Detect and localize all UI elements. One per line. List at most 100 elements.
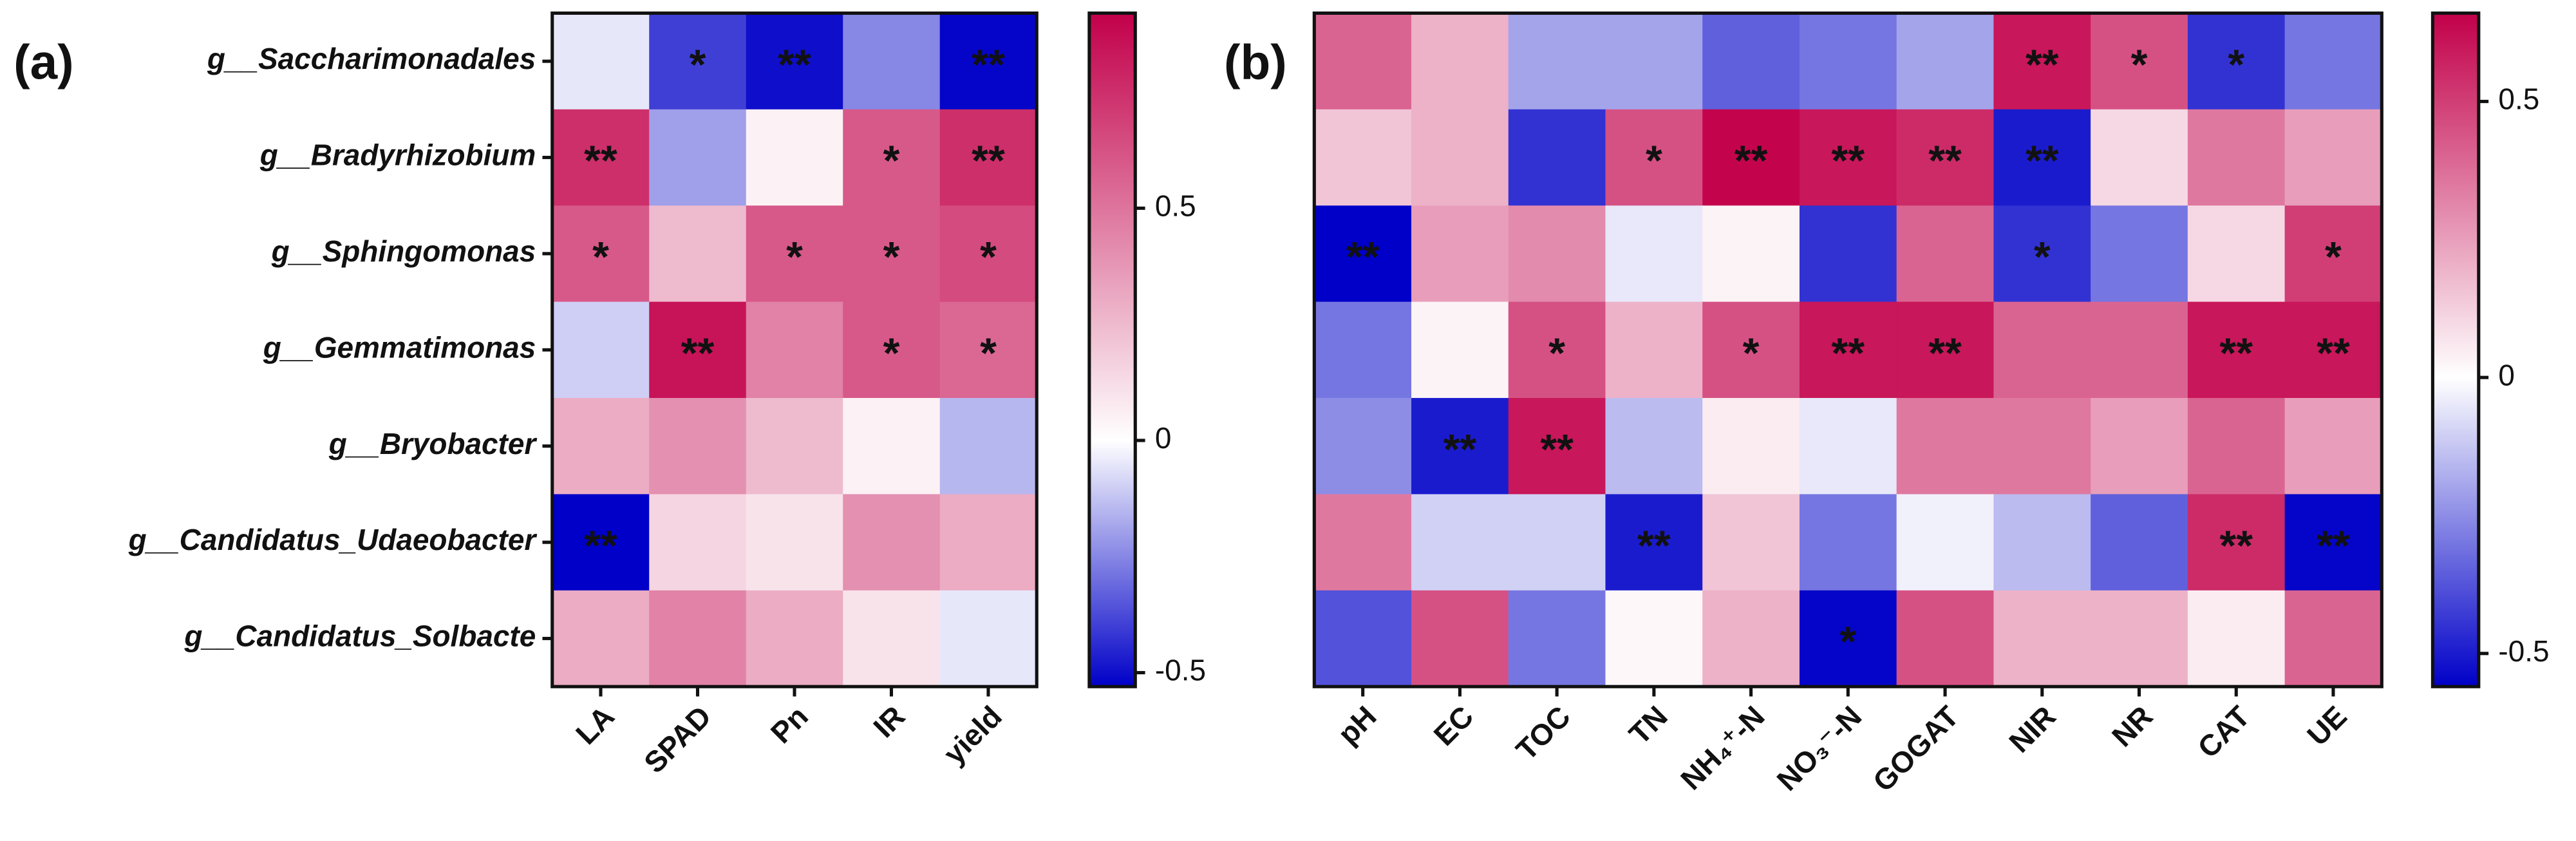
heatmap-cell bbox=[1702, 590, 1801, 688]
heatmap-cell bbox=[1605, 494, 1704, 592]
heatmap-cell bbox=[1508, 205, 1606, 303]
significance-label: ** bbox=[1443, 426, 1477, 473]
heatmap-cell bbox=[2187, 398, 2286, 495]
significance-label: ** bbox=[778, 41, 811, 89]
heatmap-cell bbox=[2187, 205, 2286, 303]
column-label: TOC bbox=[1509, 699, 1577, 767]
heatmap-cell bbox=[2091, 109, 2189, 207]
heatmap-cell bbox=[1314, 398, 1413, 495]
heatmap-cell bbox=[1411, 590, 1510, 688]
significance-label: * bbox=[883, 330, 900, 377]
row-label: g__Gemmatimonas bbox=[263, 330, 536, 364]
heatmap-cell bbox=[939, 590, 1038, 688]
heatmap-cell bbox=[843, 590, 941, 688]
heatmap-cell bbox=[1605, 205, 1704, 303]
heatmap-cell bbox=[2284, 398, 2383, 495]
heatmap-cell bbox=[552, 398, 650, 495]
heatmap-cell bbox=[649, 301, 747, 399]
heatmap-cell bbox=[649, 205, 747, 303]
row-label: g__Bryobacter bbox=[328, 427, 538, 460]
significance-label: * bbox=[1646, 137, 1662, 185]
significance-label: ** bbox=[1735, 137, 1768, 185]
significance-label: ** bbox=[972, 137, 1005, 185]
heatmap-cell bbox=[2187, 301, 2286, 399]
row-label: g__Sphingomonas bbox=[271, 234, 536, 268]
heatmap-cell bbox=[1896, 590, 1995, 688]
heatmap-cell bbox=[1411, 205, 1510, 303]
heatmap-cell bbox=[1993, 109, 2092, 207]
heatmap-cell bbox=[939, 13, 1038, 111]
heatmap-cell bbox=[552, 301, 650, 399]
heatmap-cell bbox=[1799, 109, 1897, 207]
heatmap-cell bbox=[1799, 13, 1897, 111]
heatmap-cell bbox=[1702, 398, 1801, 495]
heatmap-cell bbox=[843, 205, 941, 303]
colorbar-tick-label: 0.5 bbox=[2498, 82, 2539, 116]
column-label: UE bbox=[2300, 699, 2353, 752]
heatmap-cell bbox=[843, 494, 941, 592]
heatmap-cell bbox=[552, 494, 650, 592]
heatmap-cell bbox=[2091, 205, 2189, 303]
colorbar-tick-label: -0.5 bbox=[1155, 654, 1206, 687]
column-label: NR bbox=[2105, 699, 2159, 753]
heatmap-cell bbox=[2091, 494, 2189, 592]
heatmap-cell bbox=[1799, 301, 1897, 399]
heatmap-cell bbox=[746, 494, 844, 592]
heatmap-cell bbox=[2187, 13, 2286, 111]
colorbar-tick-label: 0.5 bbox=[1155, 189, 1196, 222]
heatmap-cell bbox=[939, 398, 1038, 495]
heatmap-cell bbox=[843, 13, 941, 111]
heatmap-cell bbox=[843, 109, 941, 207]
row-label: g__Bradyrhizobium bbox=[259, 138, 536, 172]
significance-label: ** bbox=[1540, 426, 1574, 473]
heatmap-cell bbox=[1508, 494, 1606, 592]
heatmap-cell bbox=[1605, 13, 1704, 111]
heatmap-cell bbox=[649, 398, 747, 495]
heatmap-cell bbox=[1314, 590, 1413, 688]
heatmap-cell bbox=[843, 301, 941, 399]
heatmap-cell bbox=[552, 13, 650, 111]
significance-label: ** bbox=[1346, 234, 1380, 281]
heatmap-cell bbox=[2187, 590, 2286, 688]
heatmap-cell bbox=[843, 398, 941, 495]
significance-label: ** bbox=[2219, 330, 2253, 377]
colorbar bbox=[2430, 11, 2481, 688]
heatmap-cell bbox=[1411, 494, 1510, 592]
row-label: g__Candidatus_Solbacte bbox=[183, 619, 536, 653]
significance-label: ** bbox=[2219, 522, 2253, 570]
heatmap-cell bbox=[1993, 13, 2092, 111]
heatmap-cell bbox=[1896, 13, 1995, 111]
column-label: GOGAT bbox=[1866, 699, 1965, 798]
heatmap-cell bbox=[1799, 398, 1897, 495]
column-label: LA bbox=[569, 699, 621, 751]
heatmap-cell bbox=[1702, 301, 1801, 399]
significance-label: ** bbox=[1928, 330, 1962, 377]
significance-label: * bbox=[883, 137, 900, 185]
heatmap-cell bbox=[1605, 590, 1704, 688]
heatmap-cell bbox=[1411, 398, 1510, 495]
heatmap-cell bbox=[2091, 398, 2189, 495]
heatmap-cell bbox=[552, 205, 650, 303]
heatmap-cell bbox=[1993, 205, 2092, 303]
heatmap-cell bbox=[746, 13, 844, 111]
heatmap-cell bbox=[1993, 301, 2092, 399]
heatmap-cell bbox=[1799, 590, 1897, 688]
significance-label: * bbox=[1839, 618, 1856, 666]
heatmap-cell bbox=[649, 590, 747, 688]
heatmap-cell bbox=[1411, 109, 1510, 207]
heatmap-cell bbox=[1702, 109, 1801, 207]
heatmap-cell bbox=[746, 398, 844, 495]
significance-label: ** bbox=[1832, 330, 1865, 377]
heatmap-cell bbox=[2187, 109, 2286, 207]
heatmap-cell bbox=[1896, 494, 1995, 592]
column-label: SPAD bbox=[637, 699, 718, 780]
heatmap-cell bbox=[1993, 494, 2092, 592]
heatmap-cell bbox=[1896, 398, 1995, 495]
significance-label: * bbox=[980, 234, 997, 281]
column-label: TN bbox=[1622, 699, 1674, 751]
heatmap-cell bbox=[2284, 13, 2383, 111]
significance-label: ** bbox=[1928, 137, 1962, 185]
significance-label: ** bbox=[1832, 137, 1865, 185]
significance-label: * bbox=[592, 234, 609, 281]
